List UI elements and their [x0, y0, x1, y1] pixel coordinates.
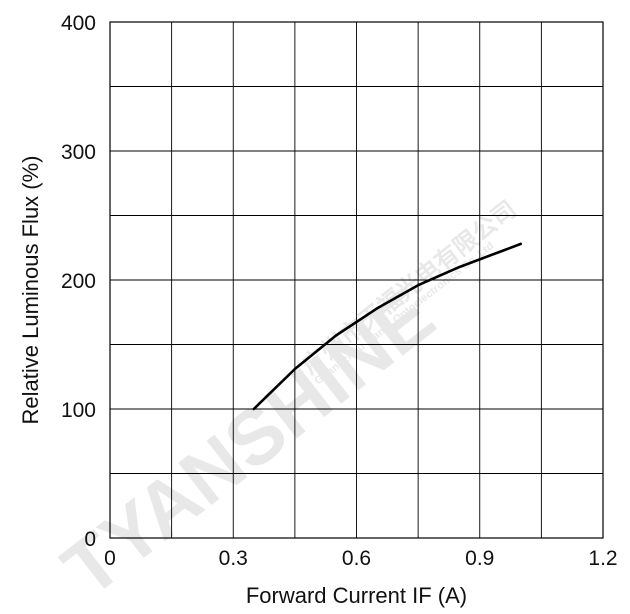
y-axis-label: Relative Luminous Flux (%) — [18, 156, 43, 425]
y-tick-label: 400 — [61, 12, 96, 35]
watermark: TYANSHINE 广州市天福光电有限公司 Guangzhou Tianfu O… — [46, 195, 521, 613]
y-tick-label: 300 — [61, 141, 96, 164]
grid — [110, 22, 603, 538]
x-tick-label: 0.3 — [219, 547, 248, 570]
x-tick-label: 1.2 — [588, 547, 617, 570]
series-line — [252, 242, 523, 411]
y-tick-labels: 0 100 200 300 400 — [61, 12, 96, 551]
x-tick-labels: 0 0.3 0.6 0.9 1.2 — [104, 547, 617, 570]
y-tick-label: 200 — [61, 270, 96, 293]
plot-frame — [109, 21, 604, 539]
y-tick-label: 0 — [84, 528, 96, 551]
x-tick-label: 0.6 — [342, 547, 371, 570]
x-axis-label: Forward Current IF (A) — [246, 583, 467, 608]
x-tick-label: 0.9 — [465, 547, 494, 570]
series-layer — [252, 242, 523, 411]
y-tick-label: 100 — [61, 399, 96, 422]
x-tick-label: 0 — [104, 547, 116, 570]
